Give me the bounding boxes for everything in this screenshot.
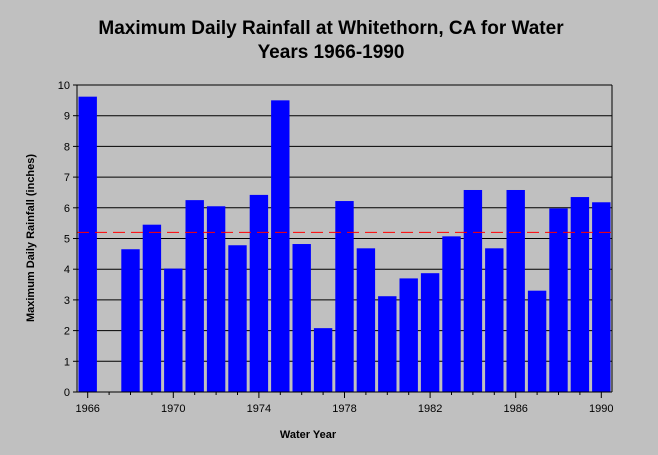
y-tick-label-4: 4 bbox=[64, 264, 70, 276]
bar-1983 bbox=[442, 236, 461, 392]
axes bbox=[73, 84, 613, 398]
bar-1988 bbox=[549, 208, 568, 392]
x-tick-label-1966: 1966 bbox=[75, 403, 99, 415]
bar-1969 bbox=[142, 224, 162, 392]
y-tick-label-3: 3 bbox=[64, 295, 70, 307]
bar-1981 bbox=[399, 278, 418, 392]
x-tick-label-1978: 1978 bbox=[332, 403, 356, 415]
bar-1977 bbox=[313, 328, 333, 392]
bar-1970 bbox=[164, 268, 183, 392]
y-axis-label: Maximum Daily Rainfall (inches) bbox=[25, 154, 37, 322]
bar-1974 bbox=[249, 194, 269, 392]
bar-1972 bbox=[206, 206, 226, 392]
x-axis-label: Water Year bbox=[280, 429, 337, 441]
x-tick-label-1990: 1990 bbox=[589, 403, 613, 415]
x-tick-labels: 1966 1970 1974 1978 1982 1986 1990 bbox=[75, 403, 613, 415]
x-tick-label-1982: 1982 bbox=[418, 403, 442, 415]
x-tick-label-1986: 1986 bbox=[503, 403, 527, 415]
chart-title-line-2: Years 1966-1990 bbox=[258, 42, 405, 63]
bar-1979 bbox=[356, 248, 376, 392]
y-tick-label-7: 7 bbox=[64, 172, 70, 184]
bar-1973 bbox=[228, 245, 247, 392]
bar-1985 bbox=[485, 248, 504, 392]
bar-1966 bbox=[78, 96, 97, 392]
bar-1968 bbox=[121, 249, 140, 392]
x-tick-label-1970: 1970 bbox=[161, 403, 185, 415]
y-tick-label-9: 9 bbox=[64, 111, 70, 123]
bar-1984 bbox=[463, 189, 483, 392]
bar-1975 bbox=[271, 100, 290, 392]
y-tick-label-5: 5 bbox=[64, 234, 70, 246]
bar-1989 bbox=[570, 197, 590, 392]
bar-1971 bbox=[185, 200, 204, 392]
y-tick-label-8: 8 bbox=[64, 141, 70, 153]
bar-1980 bbox=[378, 296, 397, 392]
bar-1987 bbox=[527, 290, 547, 392]
bar-1978 bbox=[335, 201, 354, 392]
bar-1982 bbox=[420, 273, 440, 392]
y-tick-label-10: 10 bbox=[58, 80, 70, 92]
y-tick-label-0: 0 bbox=[64, 387, 70, 399]
y-tick-label-6: 6 bbox=[64, 203, 70, 215]
bars bbox=[78, 96, 611, 392]
bar-1986 bbox=[506, 189, 525, 392]
chart-title-line-1: Maximum Daily Rainfall at Whitethorn, CA… bbox=[98, 18, 564, 39]
bar-1976 bbox=[292, 244, 311, 392]
y-tick-label-2: 2 bbox=[64, 326, 70, 338]
bar-1990 bbox=[592, 202, 611, 392]
y-tick-labels: 0 1 2 3 4 5 6 7 8 9 10 bbox=[58, 80, 70, 399]
y-tick-label-1: 1 bbox=[64, 356, 70, 368]
x-tick-label-1974: 1974 bbox=[247, 403, 271, 415]
